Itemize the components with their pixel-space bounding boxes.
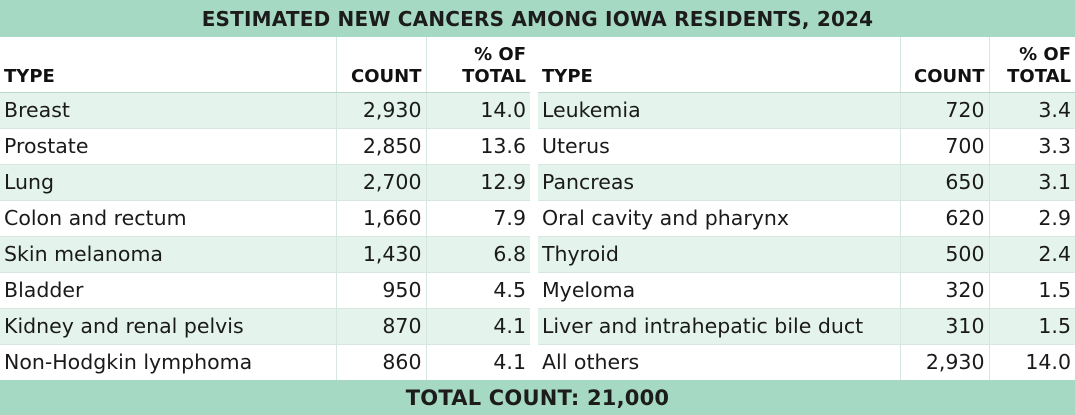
column-header-percent-line1: % OF: [1019, 43, 1071, 65]
table-row: Lung 2,700 12.9: [0, 164, 530, 201]
table-row: Pancreas 650 3.1: [538, 164, 1075, 201]
table-row: Liver and intrahepatic bile duct 310 1.5: [538, 308, 1075, 345]
table-row: Colon and rectum 1,660 7.9: [0, 200, 530, 237]
cell-count: 620: [899, 200, 989, 237]
table-row: Myeloma 320 1.5: [538, 272, 1075, 309]
column-header-percent: % OF TOTAL: [425, 37, 530, 93]
table-title: ESTIMATED NEW CANCERS AMONG IOWA RESIDEN…: [0, 0, 1075, 37]
column-divider: [530, 37, 538, 380]
cell-count: 950: [335, 272, 426, 309]
column-header-percent-line2: TOTAL: [1007, 65, 1071, 87]
cell-count: 650: [899, 164, 989, 201]
header-row: TYPE COUNT % OF TOTAL: [0, 37, 530, 93]
column-header-count: COUNT: [899, 37, 989, 93]
cell-count: 320: [899, 272, 989, 309]
cell-type: Breast: [0, 92, 336, 129]
table-row: Oral cavity and pharynx 620 2.9: [538, 200, 1075, 237]
column-header-percent-line1: % OF: [474, 43, 526, 65]
table-left-half: TYPE COUNT % OF TOTAL Breast 2,930 14.0 Pro…: [0, 37, 530, 381]
table-row: Prostate 2,850 13.6: [0, 128, 530, 165]
cell-count: 1,430: [335, 236, 426, 273]
cell-type: All others: [538, 344, 900, 381]
cell-percent: 14.0: [988, 344, 1075, 381]
cell-percent: 2.9: [988, 200, 1075, 237]
cell-percent: 14.0: [425, 92, 530, 129]
cell-percent: 4.1: [425, 344, 530, 381]
cell-type: Prostate: [0, 128, 336, 165]
cell-type: Skin melanoma: [0, 236, 336, 273]
cell-percent: 1.5: [988, 272, 1075, 309]
cell-percent: 4.1: [425, 308, 530, 345]
column-header-percent: % OF TOTAL: [988, 37, 1075, 93]
cell-percent: 3.1: [988, 164, 1075, 201]
cell-type: Liver and intrahepatic bile duct: [538, 308, 900, 345]
cell-type: Non-Hodgkin lymphoma: [0, 344, 336, 381]
table-row: Skin melanoma 1,430 6.8: [0, 236, 530, 273]
cell-percent: 4.5: [425, 272, 530, 309]
column-header-percent-line2: TOTAL: [462, 65, 526, 87]
cell-type: Leukemia: [538, 92, 900, 129]
cell-count: 1,660: [335, 200, 426, 237]
cell-type: Lung: [0, 164, 336, 201]
cell-type: Kidney and renal pelvis: [0, 308, 336, 345]
cell-type: Pancreas: [538, 164, 900, 201]
cell-count: 500: [899, 236, 989, 273]
table-row: Breast 2,930 14.0: [0, 92, 530, 129]
cell-type: Bladder: [0, 272, 336, 309]
column-header-type: TYPE: [0, 37, 336, 93]
cell-type: Thyroid: [538, 236, 900, 273]
cell-count: 720: [899, 92, 989, 129]
cell-count: 870: [335, 308, 426, 345]
cell-type: Myeloma: [538, 272, 900, 309]
cell-percent: 6.8: [425, 236, 530, 273]
table-row: Non-Hodgkin lymphoma 860 4.1: [0, 344, 530, 381]
cell-percent: 2.4: [988, 236, 1075, 273]
cell-type: Colon and rectum: [0, 200, 336, 237]
cell-percent: 3.3: [988, 128, 1075, 165]
cell-percent: 3.4: [988, 92, 1075, 129]
cell-count: 2,700: [335, 164, 426, 201]
cell-count: 2,930: [335, 92, 426, 129]
table-row: Uterus 700 3.3: [538, 128, 1075, 165]
cell-percent: 13.6: [425, 128, 530, 165]
cell-count: 2,930: [899, 344, 989, 381]
cell-count: 700: [899, 128, 989, 165]
cell-count: 860: [335, 344, 426, 381]
cell-count: 2,850: [335, 128, 426, 165]
table-row: Leukemia 720 3.4: [538, 92, 1075, 129]
column-header-type: TYPE: [538, 37, 900, 93]
table-row: All others 2,930 14.0: [538, 344, 1075, 381]
header-row: TYPE COUNT % OF TOTAL: [538, 37, 1075, 93]
cell-type: Oral cavity and pharynx: [538, 200, 900, 237]
table-row: Kidney and renal pelvis 870 4.1: [0, 308, 530, 345]
cell-percent: 7.9: [425, 200, 530, 237]
cell-percent: 1.5: [988, 308, 1075, 345]
table-right-half: TYPE COUNT % OF TOTAL Leukemia 720 3.4 Uter…: [538, 37, 1075, 381]
table-row: Bladder 950 4.5: [0, 272, 530, 309]
cell-count: 310: [899, 308, 989, 345]
table-row: Thyroid 500 2.4: [538, 236, 1075, 273]
total-count: TOTAL COUNT: 21,000: [0, 380, 1075, 415]
column-header-count: COUNT: [335, 37, 426, 93]
cell-type: Uterus: [538, 128, 900, 165]
cell-percent: 12.9: [425, 164, 530, 201]
